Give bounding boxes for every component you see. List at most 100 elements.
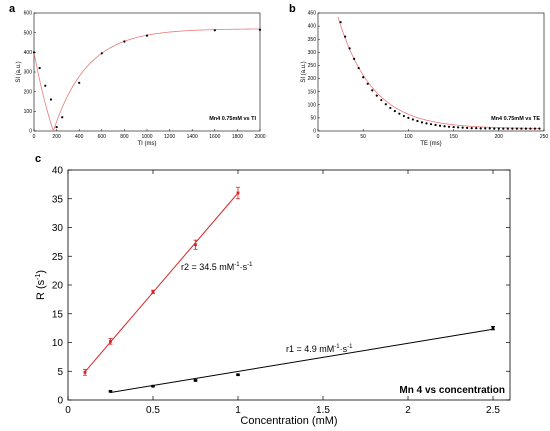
y-tick-label: 50 — [310, 115, 316, 121]
data-point — [479, 127, 482, 130]
series-r1 — [108, 325, 495, 394]
y-tick-label: 300 — [308, 50, 317, 56]
x-tick-label: 200 — [52, 134, 61, 140]
x-tick-label: 0 — [65, 405, 71, 416]
series-group — [83, 186, 495, 394]
y-tick-label: 100 — [24, 109, 33, 115]
data-point — [488, 127, 491, 130]
data-point — [61, 116, 64, 119]
data-point — [434, 123, 437, 127]
data-point — [438, 124, 442, 127]
data-point — [194, 379, 197, 382]
data-point — [447, 125, 451, 128]
data-point — [100, 52, 103, 55]
data-point — [83, 371, 87, 374]
data-point — [484, 127, 487, 130]
data-point — [425, 122, 428, 125]
x-tick-label: 1400 — [187, 134, 198, 140]
annotation: Mn4 0.75mM vs TE — [491, 116, 540, 122]
data-point — [339, 21, 342, 24]
data-point — [357, 66, 360, 70]
data-point — [529, 127, 532, 130]
plot-frame — [317, 12, 545, 132]
y-tick-label: 0 — [29, 129, 32, 135]
y-ticks: 0 50 100 150 200 250 300 350 400 450 — [308, 11, 320, 135]
r2-label: r2 = 34.5 mM-1·s-1 — [181, 262, 253, 272]
x-tick-label: 1.5 — [316, 405, 330, 416]
annotation: Mn4 0.75mM vs TI — [209, 116, 256, 122]
data-point — [375, 94, 378, 97]
x-tick-label: 2000 — [254, 134, 265, 140]
data-point — [49, 98, 53, 101]
data-point — [491, 326, 495, 330]
fit-line — [110, 328, 494, 394]
data-point — [520, 127, 523, 130]
x-axis-label: Concentration (mM) — [240, 415, 337, 427]
data-point — [533, 127, 537, 130]
data-point — [236, 191, 240, 195]
data-point — [145, 34, 149, 37]
data-point — [538, 127, 541, 130]
y-axis-label: R (s-1) — [35, 270, 47, 300]
x-tick-label: 0 — [33, 134, 36, 140]
x-axis-label: TE (ms) — [420, 141, 441, 147]
y-tick-label: 5 — [57, 367, 63, 378]
x-tick-label: 800 — [120, 134, 129, 140]
data-point — [466, 126, 469, 129]
data-point — [371, 89, 374, 92]
data-point — [38, 66, 41, 70]
y-ticks: 0 100 200 300 400 500 600 — [24, 11, 36, 135]
data-point — [420, 121, 424, 124]
x-tick-label: 1600 — [209, 134, 220, 140]
data-point — [497, 127, 500, 130]
data-point — [398, 112, 401, 115]
y-tick-label: 35 — [52, 194, 64, 205]
panel-label-a: a — [9, 3, 16, 15]
data-point — [452, 125, 455, 129]
y-tick-label: 200 — [24, 89, 33, 95]
x-tick-label: 2.5 — [486, 405, 500, 416]
data-point — [32, 51, 36, 54]
x-tick-label: 150 — [449, 134, 458, 140]
data-point — [362, 76, 365, 79]
x-tick-label: 250 — [540, 134, 549, 140]
data-point — [236, 373, 240, 377]
data-point — [515, 127, 518, 130]
data-point — [109, 339, 112, 343]
x-tick-label: 200 — [495, 134, 504, 140]
data-point — [443, 125, 446, 128]
data-points — [339, 21, 541, 130]
x-tick-label: 2 — [405, 405, 411, 416]
y-axis-label: SI (a.u.) — [16, 61, 22, 82]
data-point — [258, 28, 262, 31]
x-tick-label: 50 — [360, 134, 366, 140]
y-tick-label: 200 — [308, 76, 317, 82]
data-point — [407, 116, 410, 119]
data-point — [502, 127, 505, 130]
y-tick-label: 400 — [24, 50, 33, 56]
x-tick-label: 0.5 — [146, 405, 160, 416]
panel-label-c: c — [35, 153, 42, 165]
data-point — [461, 126, 464, 129]
data-point — [429, 123, 433, 126]
x-tick-label: 600 — [98, 134, 107, 140]
y-tick-label: 30 — [52, 223, 64, 234]
x-tick-label: 1000 — [141, 134, 152, 140]
data-point — [151, 384, 155, 388]
data-point — [416, 119, 419, 123]
data-point — [384, 103, 387, 106]
data-point — [123, 40, 126, 43]
panel-label-b: b — [289, 3, 296, 15]
data-point — [511, 127, 514, 130]
data-point — [493, 127, 496, 130]
x-tick-label: 1200 — [164, 134, 175, 140]
data-point — [470, 127, 473, 130]
x-ticks: 0 0.5 1 1.5 2 2.5 — [65, 170, 500, 416]
y-tick-label: 10 — [52, 338, 64, 349]
data-point — [109, 389, 112, 393]
y-tick-label: 300 — [24, 70, 33, 76]
y-tick-label: 400 — [308, 24, 317, 30]
x-tick-label: 400 — [75, 134, 84, 140]
